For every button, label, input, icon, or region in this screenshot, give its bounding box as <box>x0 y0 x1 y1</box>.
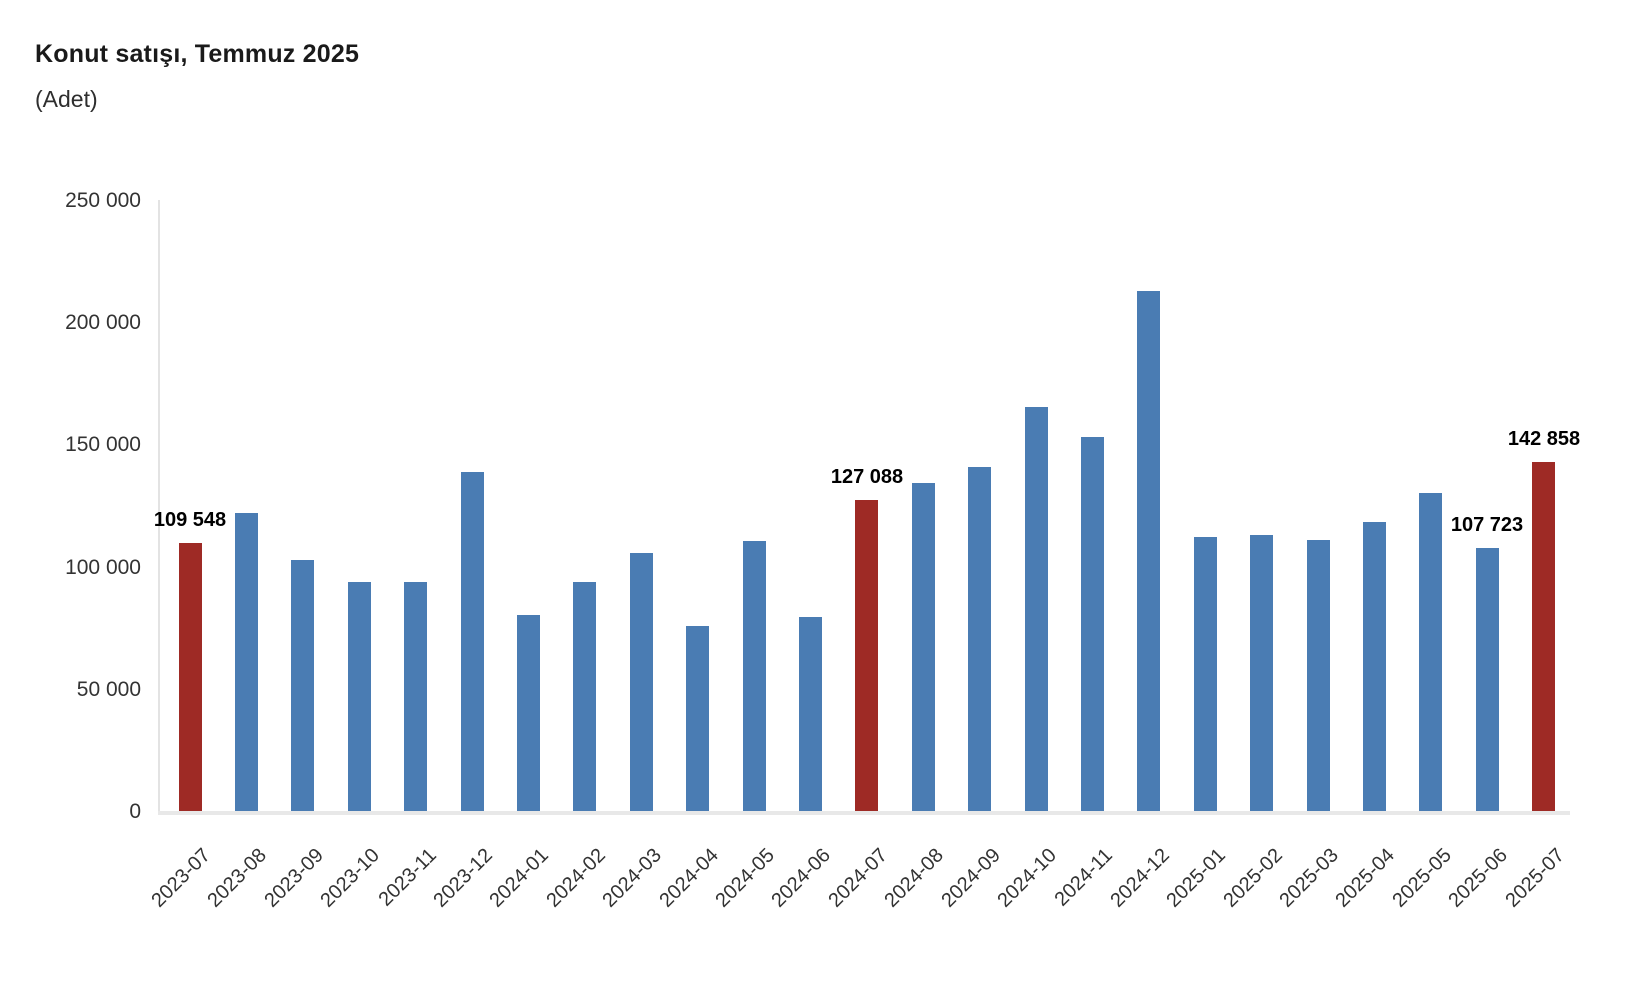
bar-2023-12 <box>461 472 484 811</box>
y-axis-tick-label: 250 000 <box>65 189 141 212</box>
x-axis-label-2024-10: 2024-10 <box>993 844 1061 912</box>
x-axis-label-2025-06: 2025-06 <box>1444 844 1512 912</box>
bar-2025-02 <box>1250 535 1273 811</box>
bar-2024-10 <box>1025 407 1048 811</box>
x-axis-label-2023-08: 2023-08 <box>203 844 271 912</box>
bar-2023-08 <box>235 513 258 811</box>
bar-2025-03 <box>1307 540 1330 811</box>
bar-2024-01 <box>517 615 540 811</box>
x-axis-label-2024-07: 2024-07 <box>824 844 892 912</box>
x-axis-label-2024-11: 2024-11 <box>1050 844 1117 911</box>
y-axis-tick-label: 150 000 <box>65 433 141 456</box>
y-axis-line <box>158 200 160 814</box>
x-axis-label-2024-03: 2024-03 <box>598 844 666 912</box>
bar-2024-03 <box>630 553 653 811</box>
bar-2024-07 <box>855 500 878 811</box>
chart-unit-subtitle: (Adet) <box>35 86 98 112</box>
x-axis-label-2023-12: 2023-12 <box>429 844 497 912</box>
x-axis-label-2024-08: 2024-08 <box>880 844 948 912</box>
y-axis-tick-label: 200 000 <box>65 311 141 334</box>
x-axis-label-2024-09: 2024-09 <box>937 844 1005 912</box>
bar-2025-04 <box>1363 522 1386 811</box>
data-label-2024-07: 127 088 <box>830 466 904 488</box>
bar-2023-09 <box>291 560 314 811</box>
data-label-2025-07: 142 858 <box>1507 428 1581 450</box>
x-axis-label-2025-05: 2025-05 <box>1388 844 1456 912</box>
x-axis-label-2024-05: 2024-05 <box>711 844 779 912</box>
bar-2024-06 <box>799 617 822 811</box>
data-label-2023-07: 109 548 <box>153 509 227 531</box>
bar-2023-10 <box>348 582 371 811</box>
bar-2023-11 <box>404 582 427 811</box>
chart-title: Konut satışı, Temmuz 2025 <box>35 40 360 68</box>
bar-2024-12 <box>1137 291 1160 811</box>
bar-2024-02 <box>573 582 596 811</box>
x-axis-label-2025-03: 2025-03 <box>1275 844 1343 912</box>
x-axis-label-2024-04: 2024-04 <box>655 844 723 912</box>
bar-2025-05 <box>1419 493 1442 811</box>
data-label-2025-06: 107 723 <box>1450 514 1524 536</box>
bar-2025-06 <box>1476 548 1499 811</box>
x-axis-label-2023-11: 2023-11 <box>374 844 441 911</box>
bar-2024-08 <box>912 483 935 811</box>
y-axis-tick-label: 50 000 <box>76 678 141 701</box>
y-axis-tick-label: 100 000 <box>65 556 141 579</box>
bar-2025-07 <box>1532 462 1555 811</box>
bar-2023-07 <box>179 543 202 811</box>
bar-2024-05 <box>743 541 766 811</box>
x-axis-label-2025-02: 2025-02 <box>1219 844 1287 912</box>
bar-2025-01 <box>1194 537 1217 811</box>
x-axis-label-2025-07: 2025-07 <box>1501 844 1569 912</box>
x-axis-label-2024-06: 2024-06 <box>767 844 835 912</box>
bar-2024-04 <box>686 626 709 811</box>
x-axis-label-2025-01: 2025-01 <box>1162 844 1230 912</box>
x-axis-baseline <box>158 811 1570 815</box>
bar-2024-09 <box>968 467 991 811</box>
x-axis-label-2024-02: 2024-02 <box>542 844 610 912</box>
x-axis-label-2025-04: 2025-04 <box>1331 844 1399 912</box>
x-axis-label-2023-10: 2023-10 <box>316 844 384 912</box>
x-axis-label-2024-12: 2024-12 <box>1106 844 1174 912</box>
x-axis-label-2023-09: 2023-09 <box>260 844 328 912</box>
x-axis-label-2024-01: 2024-01 <box>485 844 553 912</box>
y-axis-tick-label: 0 <box>129 800 141 823</box>
x-axis-label-2023-07: 2023-07 <box>147 844 215 912</box>
bar-2024-11 <box>1081 437 1104 811</box>
